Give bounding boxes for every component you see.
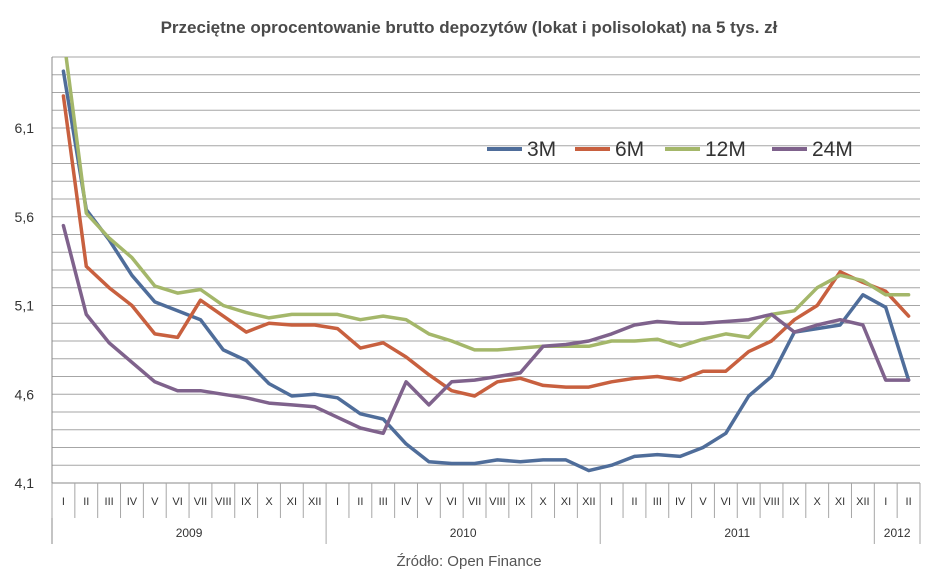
x-tick-label: II xyxy=(631,496,637,508)
x-tick-label: IV xyxy=(675,496,686,508)
y-tick-label: 5,1 xyxy=(15,298,35,314)
x-tick-label: VI xyxy=(172,496,182,508)
series-line-6m xyxy=(61,94,911,398)
y-axis-tick-labels: 4,1 4,6 5,1 5,6 6,1 xyxy=(15,120,35,491)
year-label: 2011 xyxy=(724,526,750,540)
chart-title: Przeciętne oprocentowanie brutto depozyt… xyxy=(160,18,778,37)
x-tick-label: VII xyxy=(468,496,481,508)
legend-label-6m: 6M xyxy=(615,138,644,161)
x-tick-label: I xyxy=(336,496,339,508)
legend-label-24m: 24M xyxy=(812,138,853,161)
x-tick-label: X xyxy=(539,496,547,508)
y-tick-label: 4,1 xyxy=(15,475,35,491)
x-tick-label: V xyxy=(151,496,159,508)
x-tick-label: V xyxy=(699,496,707,508)
x-tick-label: VIII xyxy=(489,496,506,508)
year-label: 2010 xyxy=(450,526,477,540)
x-axis: I II III IV V VI VII VIII IX X XI XII I II III IV V VI VII… xyxy=(51,57,921,544)
x-tick-label: XII xyxy=(582,496,595,508)
gridlines xyxy=(52,56,920,484)
y-tick-label: 4,6 xyxy=(15,386,35,402)
series-line-3m xyxy=(61,69,911,473)
x-tick-label: X xyxy=(814,496,822,508)
x-tick-label: IV xyxy=(401,496,412,508)
x-tick-label: IX xyxy=(789,496,800,508)
x-tick-label: X xyxy=(265,496,273,508)
x-tick-label: XII xyxy=(308,496,321,508)
series-lines xyxy=(61,57,911,473)
x-tick-label: II xyxy=(83,496,89,508)
x-tick-label: I xyxy=(884,496,887,508)
x-tick-label: IX xyxy=(515,496,526,508)
x-tick-label: III xyxy=(653,496,662,508)
source-note: Źródło: Open Finance xyxy=(396,553,542,570)
x-tick-label: VI xyxy=(447,496,457,508)
legend-label-3m: 3M xyxy=(527,138,556,161)
x-tick-label: V xyxy=(425,496,433,508)
x-tick-label: VII xyxy=(194,496,207,508)
year-label: 2009 xyxy=(176,526,203,540)
year-label: 2012 xyxy=(884,526,911,540)
x-tick-label: XI xyxy=(835,496,845,508)
y-tick-label: 5,6 xyxy=(15,209,35,225)
y-tick-label: 6,1 xyxy=(15,120,35,136)
x-tick-label: II xyxy=(357,496,363,508)
x-tick-label: VII xyxy=(742,496,755,508)
legend: 3M 6M 12M 24M xyxy=(487,138,853,161)
x-tick-label: VIII xyxy=(215,496,232,508)
x-tick-label: IX xyxy=(241,496,252,508)
x-tick-label: I xyxy=(610,496,613,508)
x-tick-label: XI xyxy=(287,496,297,508)
x-tick-label: XII xyxy=(856,496,869,508)
x-tick-label: I xyxy=(62,496,65,508)
x-tick-label: II xyxy=(906,496,912,508)
legend-label-12m: 12M xyxy=(705,138,746,161)
series-line-12m xyxy=(64,57,911,352)
series-line-24m xyxy=(61,223,911,436)
x-tick-label: XI xyxy=(561,496,571,508)
x-tick-label: VIII xyxy=(763,496,780,508)
x-tick-label: III xyxy=(379,496,388,508)
x-tick-label: III xyxy=(105,496,114,508)
x-tick-label: VI xyxy=(721,496,731,508)
x-tick-label: IV xyxy=(127,496,138,508)
